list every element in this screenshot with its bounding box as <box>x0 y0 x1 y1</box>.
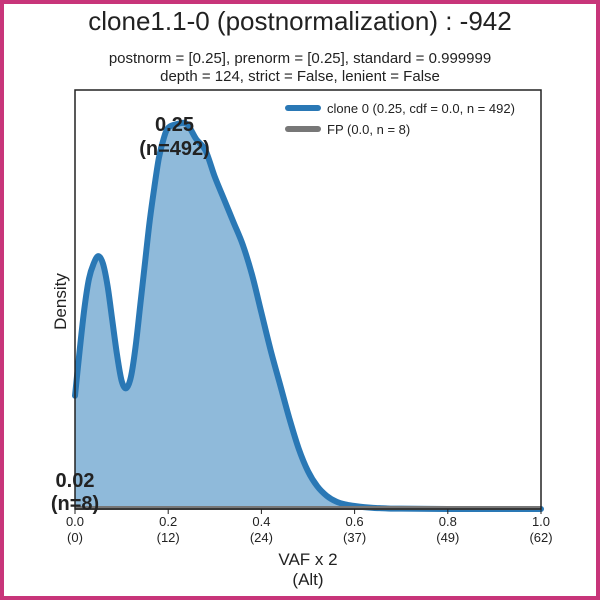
x-tick-label: 0.4 <box>252 514 270 529</box>
annotation-clone-0-value: 0.25 <box>155 114 194 136</box>
x-tick-label: 0.6 <box>346 514 364 529</box>
annotation-clone-0-count: (n=492) <box>139 138 210 160</box>
legend-label: clone 0 (0.25, cdf = 0.0, n = 492) <box>327 101 515 116</box>
x-tick-label: 1.0 <box>532 514 550 529</box>
plot-axes-frame <box>74 89 542 510</box>
y-axis-label: Density <box>51 273 70 330</box>
chart-subtitle-line-1: postnorm = [0.25], prenorm = [0.25], sta… <box>108 50 492 67</box>
annotation-fp-value: 0.02 <box>56 470 95 492</box>
x-tick-label: 0.8 <box>439 514 457 529</box>
x-tick-sublabel: (62) <box>529 530 552 545</box>
x-axis-sublabel: (Alt) <box>292 570 323 589</box>
clone-0-density-fill <box>75 122 541 510</box>
x-tick-sublabel: (37) <box>343 530 366 545</box>
chart-title: clone1.1-0 (postnormalization) : -942 <box>88 6 512 36</box>
x-tick-label: 0.0 <box>66 514 84 529</box>
legend: clone 0 (0.25, cdf = 0.0, n = 492) FP (0.… <box>285 101 515 137</box>
chart-subtitle-line-2: depth = 124, strict = False, lenient = F… <box>160 68 440 85</box>
x-tick-layer: 0.0(0) 0.2(12) 0.4(24) 0.6(37) 0.8(49) 1.0(62… <box>66 509 553 545</box>
annotation-fp-count: (n=8) <box>51 493 99 515</box>
x-axis-label: VAF x 2 <box>278 550 337 569</box>
annotation-layer: 0.25(n=492) 0.02(n=8) <box>51 114 210 515</box>
area-layer <box>72 119 544 513</box>
x-tick-sublabel: (24) <box>250 530 273 545</box>
x-tick-sublabel: (49) <box>436 530 459 545</box>
x-tick-label: 0.2 <box>159 514 177 529</box>
legend-label: FP (0.0, n = 8) <box>327 122 410 137</box>
x-tick-sublabel: (12) <box>157 530 180 545</box>
clone-0-density-line <box>72 119 544 513</box>
x-tick-sublabel: (0) <box>67 530 83 545</box>
